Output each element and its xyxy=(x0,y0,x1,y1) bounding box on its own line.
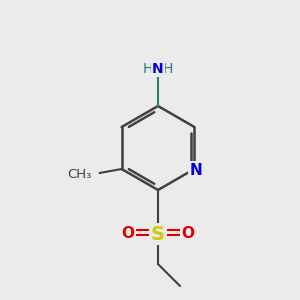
Text: N: N xyxy=(152,61,164,76)
Text: O: O xyxy=(122,226,134,241)
Text: H: H xyxy=(163,61,173,76)
Text: S: S xyxy=(151,224,165,244)
Text: H: H xyxy=(143,61,153,76)
Text: CH₃: CH₃ xyxy=(67,168,92,181)
Text: O: O xyxy=(182,226,194,241)
Text: N: N xyxy=(190,163,203,178)
